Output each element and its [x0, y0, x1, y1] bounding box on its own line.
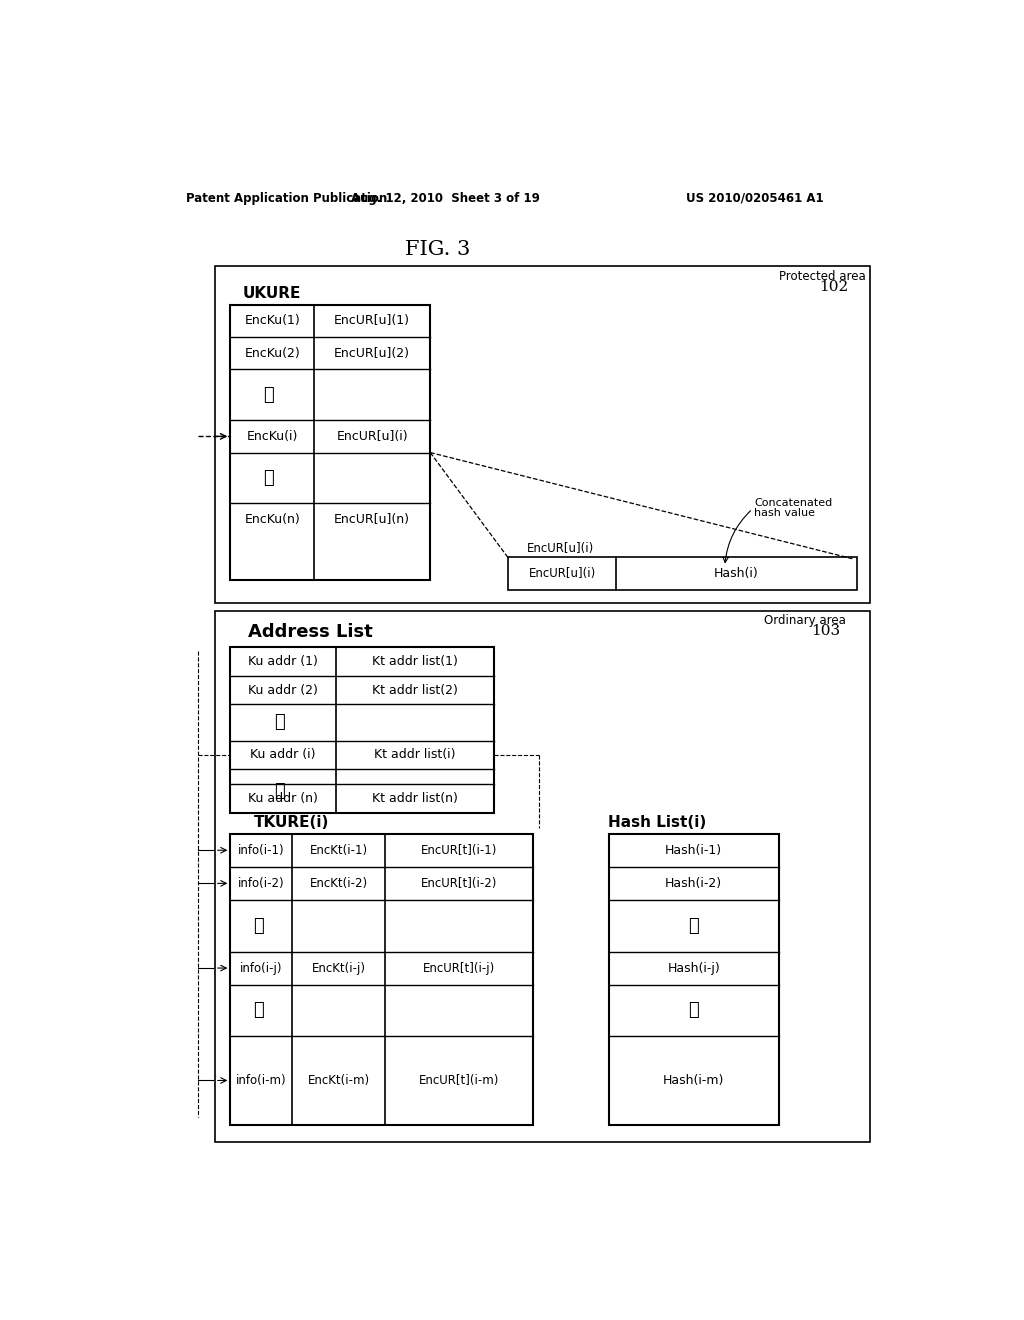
Text: EncKu(1): EncKu(1)	[245, 314, 300, 327]
Polygon shape	[508, 557, 856, 590]
Text: Aug. 12, 2010  Sheet 3 of 19: Aug. 12, 2010 Sheet 3 of 19	[351, 191, 541, 205]
Text: EncUR[t](i-m): EncUR[t](i-m)	[419, 1074, 499, 1086]
Polygon shape	[230, 647, 494, 813]
Text: Concatenated: Concatenated	[755, 499, 833, 508]
Text: Kt addr list(n): Kt addr list(n)	[372, 792, 458, 805]
Text: info(i-2): info(i-2)	[238, 876, 285, 890]
Text: ⋮: ⋮	[273, 713, 285, 731]
Text: EncUR[t](i-2): EncUR[t](i-2)	[421, 876, 497, 890]
Text: Kt addr list(2): Kt addr list(2)	[372, 684, 458, 697]
Text: Ku addr (n): Ku addr (n)	[248, 792, 317, 805]
Text: Hash(i): Hash(i)	[714, 566, 759, 579]
Text: ⋮: ⋮	[273, 781, 285, 800]
Text: info(i-1): info(i-1)	[238, 843, 285, 857]
Text: Hash(i-m): Hash(i-m)	[664, 1074, 724, 1086]
Text: Ku addr (i): Ku addr (i)	[250, 748, 315, 762]
Text: ⋮: ⋮	[688, 916, 699, 935]
Text: EncUR[u](1): EncUR[u](1)	[334, 314, 411, 327]
Text: info(i-j): info(i-j)	[240, 961, 283, 974]
Text: Hash(i-j): Hash(i-j)	[668, 961, 720, 974]
Text: EncUR[u](i): EncUR[u](i)	[528, 566, 596, 579]
Polygon shape	[608, 834, 779, 1125]
Text: 103: 103	[812, 624, 841, 638]
Text: Kt addr list(i): Kt addr list(i)	[374, 748, 456, 762]
Text: ⋮: ⋮	[254, 916, 264, 935]
Text: Protected area: Protected area	[779, 269, 865, 282]
Text: EncKu(n): EncKu(n)	[245, 513, 300, 527]
Polygon shape	[215, 611, 870, 1143]
Text: EncKu(i): EncKu(i)	[247, 430, 298, 444]
Text: Hash List(i): Hash List(i)	[608, 816, 707, 830]
Polygon shape	[215, 267, 870, 603]
Text: EncKt(i-2): EncKt(i-2)	[309, 876, 368, 890]
Text: US 2010/0205461 A1: US 2010/0205461 A1	[686, 191, 823, 205]
Text: Ku addr (2): Ku addr (2)	[248, 684, 317, 697]
Text: EncKt(i-m): EncKt(i-m)	[308, 1074, 370, 1086]
Text: EncUR[t](i-j): EncUR[t](i-j)	[423, 961, 495, 974]
Text: FIG. 3: FIG. 3	[406, 240, 471, 259]
Text: UKURE: UKURE	[243, 286, 301, 301]
Text: Patent Application Publication: Patent Application Publication	[186, 191, 387, 205]
Text: hash value: hash value	[755, 508, 815, 519]
Text: Ku addr (1): Ku addr (1)	[248, 655, 317, 668]
Text: EncKu(2): EncKu(2)	[245, 347, 300, 360]
Text: EncKt(i-j): EncKt(i-j)	[311, 961, 366, 974]
Text: info(i-m): info(i-m)	[236, 1074, 287, 1086]
Text: ⋮: ⋮	[688, 1002, 699, 1019]
Text: Hash(i-2): Hash(i-2)	[666, 876, 722, 890]
Text: EncUR[t](i-1): EncUR[t](i-1)	[421, 843, 497, 857]
Text: EncUR[u](2): EncUR[u](2)	[334, 347, 411, 360]
Text: EncUR[u](n): EncUR[u](n)	[334, 513, 411, 527]
Text: ⋮: ⋮	[263, 469, 273, 487]
Text: ⋮: ⋮	[263, 385, 273, 404]
Text: EncUR[u](i): EncUR[u](i)	[526, 543, 594, 556]
Text: 102: 102	[819, 280, 849, 294]
Polygon shape	[230, 834, 532, 1125]
Text: EncUR[u](i): EncUR[u](i)	[336, 430, 408, 444]
Text: Ordinary area: Ordinary area	[764, 614, 846, 627]
Text: Address List: Address List	[248, 623, 373, 642]
Text: Hash(i-1): Hash(i-1)	[666, 843, 722, 857]
Text: TKURE(i): TKURE(i)	[254, 816, 329, 830]
Text: Kt addr list(1): Kt addr list(1)	[372, 655, 458, 668]
Text: ⋮: ⋮	[254, 1002, 264, 1019]
Polygon shape	[230, 305, 430, 581]
Text: EncKt(i-1): EncKt(i-1)	[309, 843, 368, 857]
